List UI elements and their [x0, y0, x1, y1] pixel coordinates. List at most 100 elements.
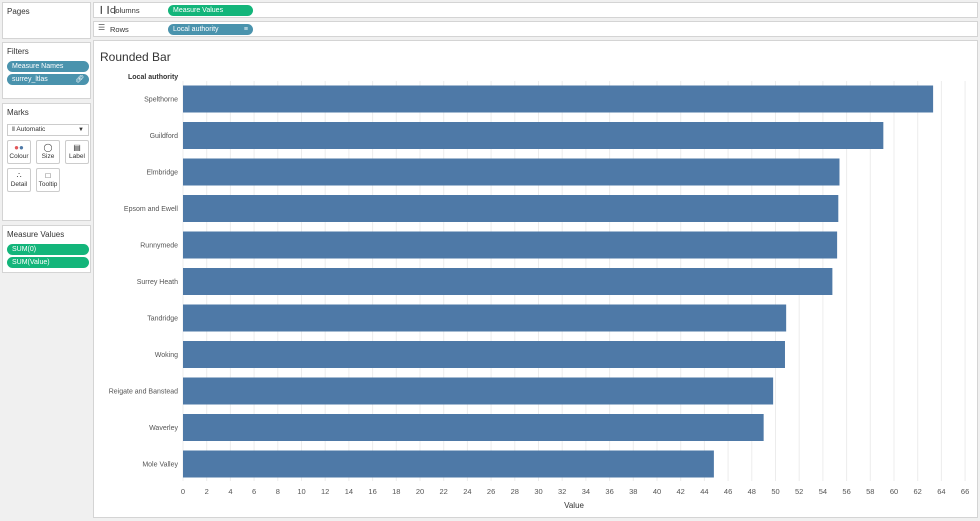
- x-tick-label: 22: [440, 487, 448, 496]
- x-tick-label: 52: [795, 487, 803, 496]
- tooltip-button[interactable]: □ Tooltip: [36, 168, 60, 192]
- x-tick-label: 16: [368, 487, 376, 496]
- bar: [183, 341, 785, 368]
- x-tick-label: 10: [297, 487, 305, 496]
- x-tick-label: 64: [937, 487, 945, 496]
- detail-button[interactable]: ∴ Detail: [7, 168, 31, 192]
- rows-shelf[interactable]: ☰ Rows Local authority ≡: [93, 21, 978, 37]
- label-label: Label: [69, 153, 85, 160]
- x-tick-label: 60: [890, 487, 898, 496]
- size-label: Size: [41, 153, 55, 160]
- category-label: Waverley: [149, 425, 178, 432]
- size-button[interactable]: ◯ Size: [36, 140, 60, 164]
- x-tick-label: 26: [487, 487, 495, 496]
- bar: [183, 85, 934, 113]
- x-tick-label: 50: [771, 487, 779, 496]
- x-tick-label: 12: [321, 487, 329, 496]
- columns-icon: ❙❙❙: [98, 5, 119, 14]
- rows-icon: ☰: [98, 23, 106, 32]
- category-label: Reigate and Banstead: [109, 389, 178, 396]
- size-icon: ◯: [43, 143, 53, 152]
- category-label: Mole Valley: [142, 462, 178, 469]
- category-label: Elmbridge: [146, 170, 178, 177]
- measure-pill-sum-0[interactable]: SUM(0): [7, 244, 89, 255]
- x-tick-label: 8: [276, 487, 280, 496]
- filters-title: Filters: [7, 47, 29, 56]
- label-icon: ▤: [73, 143, 81, 152]
- rows-label: Rows: [110, 25, 129, 34]
- x-tick-label: 20: [416, 487, 424, 496]
- bar: [183, 122, 884, 149]
- measure-values-panel: Measure Values SUM(0) SUM(Value): [2, 225, 91, 273]
- measure-pill-sum-value[interactable]: SUM(Value): [7, 257, 89, 268]
- marks-panel: Marks Ⅱ Automatic ▼ ●● Colour ◯ Size ▤ L…: [2, 103, 91, 221]
- x-tick-label: 42: [677, 487, 685, 496]
- category-label: Runnymede: [140, 243, 178, 250]
- category-label: Woking: [155, 352, 178, 359]
- columns-label: Columns: [110, 6, 140, 15]
- colour-label: Colour: [9, 153, 29, 160]
- x-tick-label: 4: [228, 487, 232, 496]
- bar: [183, 450, 714, 478]
- link-icon: 🔗︎: [75, 76, 84, 83]
- filter-pill-label: Measure Names: [12, 63, 64, 70]
- category-label: Guildford: [150, 133, 179, 140]
- category-label: Surrey Heath: [137, 279, 178, 286]
- filter-pill-label: surrey_ltlas: [12, 76, 48, 83]
- mark-type-value: Automatic: [16, 126, 46, 133]
- columns-pill-measure-values[interactable]: Measure Values: [168, 5, 253, 16]
- x-tick-label: 2: [205, 487, 209, 496]
- rows-pill-local-authority[interactable]: Local authority ≡: [168, 24, 253, 35]
- marks-title: Marks: [7, 108, 29, 117]
- x-tick-label: 18: [392, 487, 400, 496]
- bar: [183, 268, 833, 295]
- x-tick-label: 34: [582, 487, 590, 496]
- pages-title: Pages: [7, 7, 30, 16]
- chevron-down-icon: ▼: [78, 127, 84, 133]
- bar: [183, 231, 838, 259]
- bar-chart: 0 2 4 6 8 10 12 14 16 18 20 22 24 26 28 30 32 34 36 38 40 42 4…: [109, 74, 970, 510]
- viz-area: Rounded Bar 0 2 4 6 8 10 12 14 16 18 20 22 24 26 28 30 3…: [93, 40, 978, 518]
- category-label: Epsom and Ewell: [124, 206, 179, 213]
- detail-icon: ∴: [16, 171, 22, 180]
- measure-pill-label: SUM(Value): [12, 259, 50, 266]
- label-button[interactable]: ▤ Label: [65, 140, 89, 164]
- x-tick-label: 46: [724, 487, 732, 496]
- x-tick-label: 48: [748, 487, 756, 496]
- x-tick-label: 14: [345, 487, 353, 496]
- filter-pill-measure-names[interactable]: Measure Names: [7, 61, 89, 72]
- bar: [183, 377, 774, 405]
- x-tick-label: 0: [181, 487, 185, 496]
- bar: [183, 158, 840, 186]
- columns-shelf[interactable]: ❙❙❙ Columns Measure Values: [93, 2, 978, 18]
- x-tick-label: 38: [629, 487, 637, 496]
- bar: [183, 195, 839, 222]
- x-tick-label: 36: [605, 487, 613, 496]
- x-tick-label: 54: [819, 487, 827, 496]
- mark-type-dropdown[interactable]: Ⅱ Automatic ▼: [7, 124, 89, 136]
- x-tick-label: 56: [842, 487, 850, 496]
- x-tick-label: 58: [866, 487, 874, 496]
- category-label: Spelthorne: [144, 97, 178, 104]
- x-tick-label: 66: [961, 487, 969, 496]
- x-tick-label: 24: [463, 487, 471, 496]
- x-tick-label: 44: [700, 487, 708, 496]
- x-tick-label: 6: [252, 487, 256, 496]
- x-tick-label: 32: [558, 487, 566, 496]
- category-label: Tandridge: [147, 316, 178, 323]
- x-tick-label: 30: [534, 487, 542, 496]
- tooltip-icon: □: [45, 171, 51, 180]
- filters-panel: Filters Measure Names surrey_ltlas 🔗︎: [2, 42, 91, 99]
- sort-descending-icon: ≡: [243, 26, 248, 33]
- measure-pill-label: SUM(0): [12, 246, 37, 253]
- tooltip-label: Tooltip: [38, 181, 58, 188]
- measure-values-title: Measure Values: [7, 230, 65, 239]
- bar: [183, 304, 787, 332]
- colour-icon: ●●: [14, 143, 24, 152]
- bar: [183, 414, 764, 441]
- x-tick-label: 40: [653, 487, 661, 496]
- rows-pill-label: Local authority: [173, 26, 219, 33]
- filter-pill-surrey-ltlas[interactable]: surrey_ltlas 🔗︎: [7, 74, 89, 85]
- colour-button[interactable]: ●● Colour: [7, 140, 31, 164]
- pages-panel: Pages: [2, 2, 91, 39]
